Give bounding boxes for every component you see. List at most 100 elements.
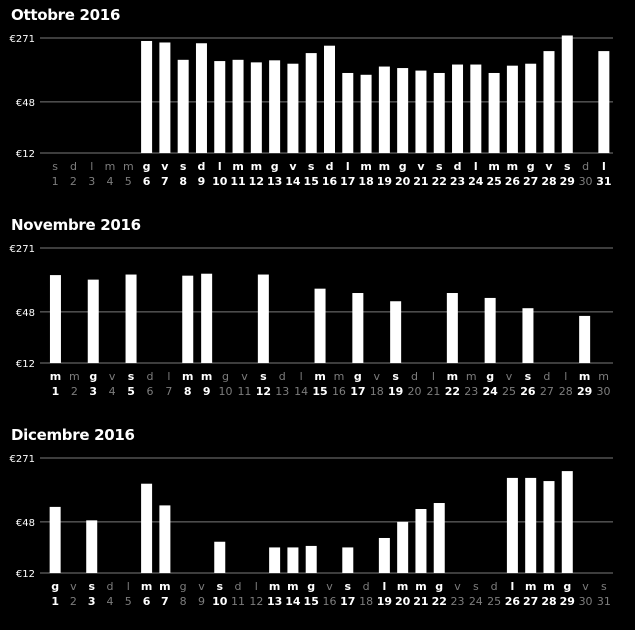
day-label: 24	[469, 595, 483, 608]
bar	[177, 59, 189, 154]
bar	[470, 64, 482, 153]
weekday-label: m	[314, 370, 325, 383]
weekday-label: d	[235, 580, 242, 593]
day-label: 2	[71, 385, 78, 398]
weekday-label: s	[308, 160, 315, 173]
weekday-label: m	[123, 160, 134, 173]
bar	[543, 51, 555, 154]
day-label: 6	[143, 595, 151, 608]
weekday-label: m	[579, 370, 590, 383]
weekday-label: l	[127, 580, 130, 593]
weekday-label: s	[564, 160, 571, 173]
bar	[360, 74, 372, 153]
weekday-label: m	[334, 370, 345, 383]
bar	[195, 43, 207, 153]
weekday-label: v	[373, 370, 380, 383]
weekday-label: s	[345, 580, 352, 593]
weekday-label: m	[397, 580, 408, 593]
bar	[525, 477, 537, 573]
weekday-label: m	[488, 160, 499, 173]
bar	[305, 53, 317, 153]
weekday-label: v	[198, 580, 205, 593]
day-label: 14	[294, 385, 308, 398]
bar	[446, 293, 458, 363]
bar	[390, 301, 402, 363]
weekday-label: d	[543, 370, 550, 383]
weekday-label: l	[255, 580, 258, 593]
bar	[452, 64, 464, 153]
day-label: 17	[340, 595, 355, 608]
day-label: 16	[322, 175, 338, 188]
day-label: 27	[523, 595, 538, 608]
chart-title: Novembre 2016	[11, 216, 141, 234]
day-label: 26	[520, 385, 536, 398]
day-label: 11	[237, 385, 251, 398]
bar	[598, 51, 610, 154]
bar	[522, 308, 534, 363]
day-label: 7	[161, 175, 169, 188]
bar	[305, 545, 317, 573]
bar	[141, 40, 153, 153]
y-tick-label: €48	[16, 308, 35, 319]
weekday-label: s	[436, 160, 443, 173]
bar	[125, 274, 137, 363]
day-label: 28	[541, 175, 556, 188]
weekday-label: m	[598, 370, 609, 383]
chart-novembre: Novembre 2016 €271 €48 €12 m 1 m 2 g 3 v 4 s 5 d 6 l 7 m 8…	[0, 210, 635, 420]
weekday-label: d	[454, 160, 462, 173]
day-label: 16	[323, 595, 337, 608]
weekday-label: s	[216, 580, 223, 593]
weekday-label: s	[88, 580, 95, 593]
weekday-label: g	[527, 160, 535, 173]
day-label: 3	[88, 595, 96, 608]
bar	[269, 60, 281, 153]
day-label: 11	[230, 175, 245, 188]
day-label: 29	[560, 595, 575, 608]
bar	[352, 293, 364, 363]
day-label: 9	[198, 175, 206, 188]
day-label: 13	[267, 175, 282, 188]
bar	[269, 547, 281, 573]
day-label: 3	[89, 385, 97, 398]
day-label: 15	[304, 595, 319, 608]
bar	[561, 35, 573, 154]
y-tick-label: €271	[10, 34, 35, 45]
bar	[342, 72, 354, 153]
day-label: 17	[350, 385, 365, 398]
weekday-label: g	[89, 370, 97, 383]
weekday-label: v	[70, 580, 77, 593]
weekday-label: m	[447, 370, 458, 383]
day-label: 27	[523, 175, 538, 188]
day-label: 12	[249, 595, 263, 608]
day-label: 22	[445, 385, 460, 398]
day-label: 14	[285, 595, 301, 608]
day-label: 10	[219, 385, 233, 398]
weekday-label: m	[105, 160, 116, 173]
weekday-label: m	[141, 580, 152, 593]
day-label: 8	[179, 175, 187, 188]
bar	[49, 506, 61, 573]
weekday-label: m	[415, 580, 426, 593]
day-label: 5	[125, 175, 132, 188]
day-label: 30	[579, 175, 593, 188]
y-tick-label: €12	[16, 569, 35, 580]
weekday-label: m	[543, 580, 554, 593]
weekday-label: l	[564, 370, 567, 383]
weekday-label: v	[326, 580, 333, 593]
day-label: 21	[426, 385, 440, 398]
weekday-label: g	[51, 580, 59, 593]
day-label: 29	[577, 385, 592, 398]
day-label: 20	[408, 385, 422, 398]
chart-plot: €271€48€12s1d2l3m4m5g6v7s8d9l10m11m12g13…	[10, 34, 613, 188]
day-label: 31	[596, 175, 611, 188]
day-label: 6	[146, 385, 153, 398]
day-label: 4	[107, 595, 114, 608]
day-label: 15	[312, 385, 327, 398]
day-label: 3	[88, 175, 95, 188]
weekday-label: m	[159, 580, 170, 593]
weekday-label: v	[582, 580, 589, 593]
day-label: 10	[212, 175, 228, 188]
bar	[141, 483, 153, 573]
bar	[257, 274, 269, 363]
y-tick-label: €12	[16, 149, 35, 160]
